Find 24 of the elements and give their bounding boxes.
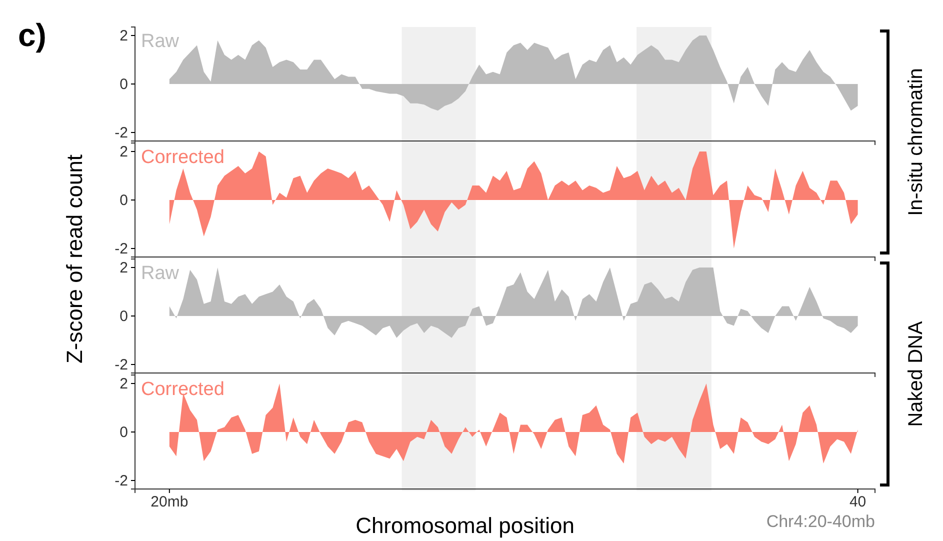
x-tick-label: 20mb — [150, 494, 188, 511]
y-tick-label: -2 — [114, 472, 128, 490]
series-label: Corrected — [141, 379, 224, 400]
series-label: Corrected — [141, 147, 224, 168]
y-tick-label: 2 — [120, 259, 128, 276]
text: c) — [18, 17, 46, 53]
y-tick-label: 2 — [120, 27, 128, 44]
y-tick-label: 0 — [120, 192, 128, 209]
y-tick-label: -2 — [114, 356, 128, 374]
y-tick-label: 0 — [120, 424, 128, 441]
x-tick-label: 40 — [849, 494, 866, 511]
y-tick-label: -2 — [114, 124, 128, 142]
y-tick-label: 0 — [120, 76, 128, 93]
series-label: Raw — [141, 263, 180, 284]
x-axis-title: Chromosomal position — [356, 513, 574, 538]
y-tick-label: 2 — [120, 375, 128, 392]
y-tick-label: -2 — [114, 240, 128, 258]
y-tick-label: 0 — [120, 308, 128, 325]
text: In-situ chromatin — [905, 68, 927, 216]
text: Naked DNA — [905, 320, 927, 427]
y-tick-label: 2 — [120, 143, 128, 160]
text: Chr4:20-40mb — [766, 512, 875, 531]
series-label: Raw — [141, 31, 180, 52]
y-axis-title: Z-score of read count — [62, 154, 87, 364]
